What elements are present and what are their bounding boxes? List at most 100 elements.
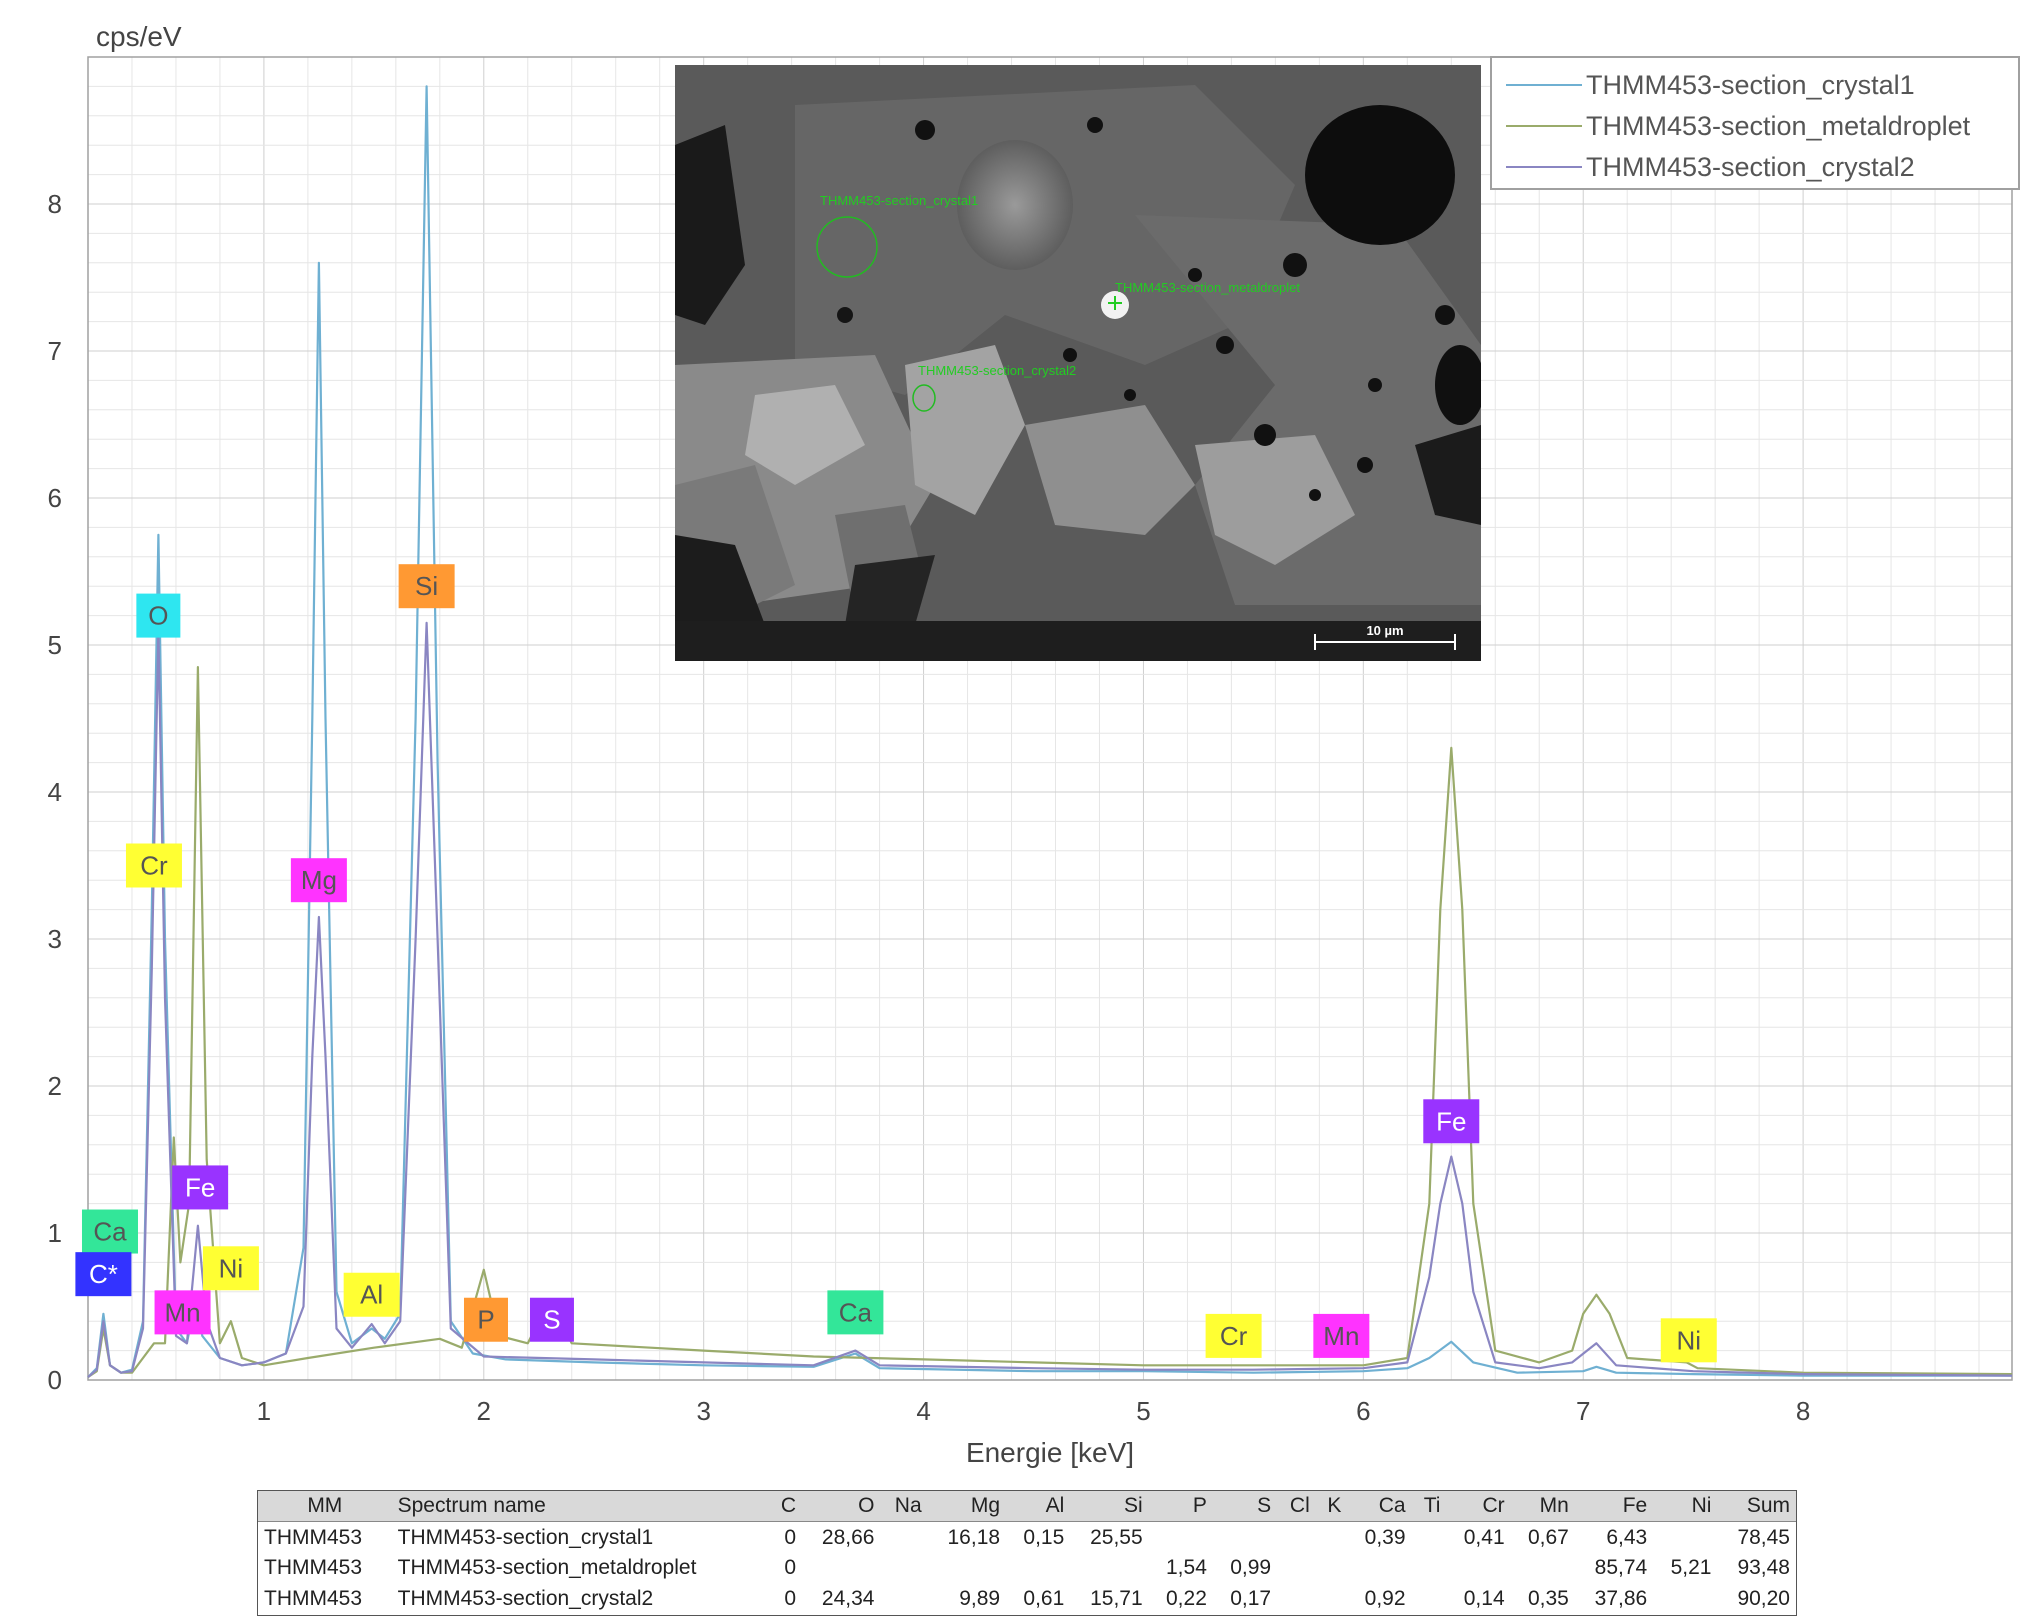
x-tick-label: 6 [1356, 1396, 1370, 1426]
table-header-cell: Ca [1347, 1491, 1412, 1522]
legend-label-crystal1: THMM453-section_crystal1 [1586, 69, 1915, 100]
legend-item-crystal2: THMM453-section_crystal2 [1506, 147, 1915, 187]
table-cell [1277, 1522, 1316, 1554]
table-cell: 37,86 [1594, 1587, 1648, 1611]
table-cell [1412, 1522, 1447, 1554]
table-cell [1070, 1553, 1148, 1584]
table-cell: 15,71 [1090, 1587, 1143, 1611]
table-cell [928, 1553, 1006, 1584]
x-tick-label: 7 [1576, 1396, 1590, 1426]
table-cell: 0,15 [1023, 1525, 1065, 1549]
table-header-cell: Mn [1510, 1491, 1575, 1522]
table-cell: 25,55 [1090, 1525, 1143, 1549]
legend-swatch-crystal2 [1506, 166, 1582, 168]
table-cell: 24,34 [821, 1587, 875, 1611]
legend-swatch-crystal1 [1506, 84, 1582, 86]
table-cell: THMM453 [264, 1587, 363, 1611]
y-tick-label: 6 [48, 483, 62, 513]
table-row: THMM453 THMM453-section_crystal2 0 24,34 9,8… [258, 1584, 1796, 1615]
element-marker-box [172, 1165, 229, 1210]
element-marker: Ca [827, 1290, 884, 1335]
table-cell [1653, 1584, 1717, 1615]
table-cell: 5,21 [1670, 1556, 1712, 1580]
table-cell: 90,20 [1737, 1587, 1790, 1611]
table-header-cell: Ni [1653, 1491, 1718, 1522]
table-cell [1277, 1584, 1316, 1615]
table-header-cell: Fe [1574, 1491, 1654, 1522]
sem-micrograph: 10 µm THMM453-section_crystal1 THMM453-s… [675, 65, 1481, 661]
element-marker: Ni [1660, 1318, 1717, 1363]
element-marker-box [398, 564, 455, 609]
table-header-cell: Si [1070, 1491, 1149, 1522]
table-cell [1149, 1522, 1213, 1554]
element-marker: C* [75, 1252, 132, 1297]
element-marker-label: C* [89, 1259, 118, 1289]
table-header-cell: Sum [1717, 1491, 1796, 1522]
table-cell: THMM453 [264, 1556, 363, 1580]
table-cell: 0,61 [1023, 1587, 1065, 1611]
element-marker: Mg [290, 858, 347, 903]
table-cell: 0,41 [1463, 1525, 1505, 1549]
crystal1-marker [816, 216, 878, 278]
table-cell [802, 1553, 880, 1584]
table-cell: 85,74 [1594, 1556, 1648, 1580]
element-marker-box [827, 1290, 884, 1335]
element-marker: Mn [1313, 1313, 1370, 1358]
y-tick-label: 4 [48, 777, 62, 807]
table-cell: 0,35 [1527, 1587, 1569, 1611]
element-marker: Cr [1205, 1313, 1262, 1358]
table-cell [1511, 1553, 1575, 1584]
table-header-cell: K [1315, 1491, 1348, 1522]
table-header-row: MM Spectrum name C O Na Mg Al Si P S Cl K Ca Ti Cr Mn Fe… [258, 1491, 1796, 1522]
element-marker-label: Ca [93, 1217, 127, 1247]
table-cell [1412, 1584, 1447, 1615]
legend-item-crystal1: THMM453-section_crystal1 [1506, 65, 1915, 105]
table-header-cell: C [769, 1491, 803, 1522]
element-marker-box [136, 593, 181, 638]
element-marker-box [125, 843, 182, 888]
legend-label-metaldroplet: THMM453-section_metaldroplet [1586, 110, 1971, 141]
table-cell [1213, 1522, 1277, 1554]
element-markers: O Cr Mg Si Fe Ca C* Ni Mn Al P S Ca Cr Mn Fe Ni [75, 564, 1717, 1363]
table-header-cell: Al [1006, 1491, 1071, 1522]
table-cell: THMM453 [264, 1525, 363, 1549]
scale-bar-label: 10 µm [1366, 623, 1403, 638]
table-cell [880, 1553, 927, 1584]
table-cell: THMM453-section_metaldroplet [397, 1556, 697, 1580]
element-marker-label: Cr [1220, 1321, 1248, 1351]
table-header-cell: O [802, 1491, 881, 1522]
element-marker: Cr [125, 843, 182, 888]
table-header-cell: P [1148, 1491, 1213, 1522]
plot-frame [87, 56, 2013, 1381]
table-cell: 0,67 [1527, 1525, 1569, 1549]
table-cell: 9,89 [959, 1587, 1001, 1611]
element-marker-label: O [148, 601, 168, 631]
quantification-table-container: MM Spectrum name C O Na Mg Al Si P S Cl K Ca Ti Cr Mn Fe… [257, 1490, 1797, 1616]
element-marker-box [343, 1272, 400, 1317]
table-header-cell: Mg [927, 1491, 1007, 1522]
element-marker-label: Mg [301, 865, 337, 895]
table-header-cell: Na [880, 1491, 928, 1522]
element-marker-label: P [477, 1305, 494, 1335]
element-marker-box [202, 1246, 259, 1291]
element-marker-box [154, 1290, 211, 1335]
element-marker-box [1313, 1313, 1370, 1358]
table-cell [880, 1584, 927, 1615]
table-header-cell: S [1212, 1491, 1278, 1522]
element-marker-label: Si [415, 571, 438, 601]
table-cell: 0,17 [1230, 1587, 1272, 1611]
table-cell [1316, 1522, 1348, 1554]
element-marker-label: Ni [1676, 1325, 1701, 1355]
sem-image-inset: 10 µm THMM453-section_crystal1 THMM453-s… [675, 65, 1481, 661]
y-tick-label: 5 [48, 630, 62, 660]
table-cell: 0 [784, 1525, 797, 1549]
element-marker-box [1660, 1318, 1717, 1363]
table-row: THMM453 THMM453-section_crystal1 0 28,66 16,… [258, 1522, 1796, 1554]
metaldroplet-annotation: THMM453-section_metaldroplet [1115, 280, 1300, 295]
element-marker-label: Ca [839, 1297, 873, 1327]
table-header-cell: Cl [1277, 1491, 1316, 1522]
quantification-table: MM Spectrum name C O Na Mg Al Si P S Cl K Ca Ti Cr Mn Fe… [258, 1491, 1796, 1615]
table-cell [880, 1522, 927, 1554]
table-header-cell: Ti [1411, 1491, 1447, 1522]
table-cell [1653, 1522, 1717, 1554]
